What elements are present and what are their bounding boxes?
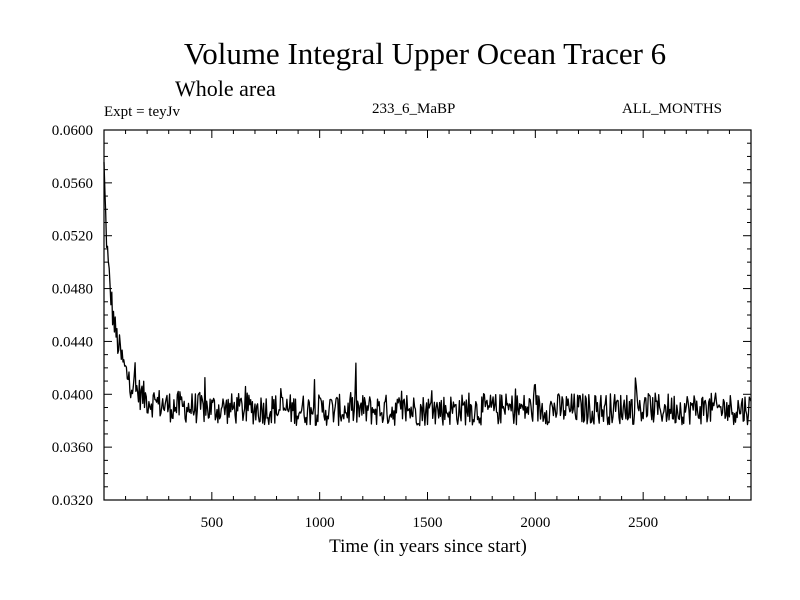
- y-tick-label: 0.0600: [52, 123, 93, 139]
- chart-subtitle: Whole area: [175, 76, 276, 101]
- y-axis: 0.0320 0.0360 0.0400 0.0440 0.0480 0.0520 0.05…: [52, 123, 751, 509]
- x-tick-label: 1500: [413, 515, 443, 531]
- y-tick-label: 0.0400: [52, 387, 93, 403]
- experiment-label: Expt = teyJv: [104, 104, 180, 120]
- x-tick-label: 500: [201, 515, 224, 531]
- series-line: [103, 162, 752, 427]
- y-tick-label: 0.0560: [52, 176, 93, 192]
- x-tick-label: 1000: [305, 515, 335, 531]
- y-tick-label: 0.0440: [52, 334, 93, 350]
- y-tick-label: 0.0480: [52, 282, 93, 298]
- run-label: 233_6_MaBP: [372, 101, 456, 117]
- y-tick-label: 0.0360: [52, 440, 93, 456]
- x-axis-label: Time (in years since start): [329, 536, 527, 557]
- chart-title: Volume Integral Upper Ocean Tracer 6: [183, 36, 667, 71]
- x-tick-label: 2500: [628, 515, 658, 531]
- x-tick-label: 2000: [520, 515, 550, 531]
- y-tick-label: 0.0520: [52, 229, 93, 245]
- plot-frame: [103, 129, 752, 501]
- x-axis: 500 1000 1500 2000 2500: [125, 130, 730, 531]
- months-label: ALL_MONTHS: [622, 101, 722, 117]
- y-tick-label: 0.0320: [52, 493, 93, 509]
